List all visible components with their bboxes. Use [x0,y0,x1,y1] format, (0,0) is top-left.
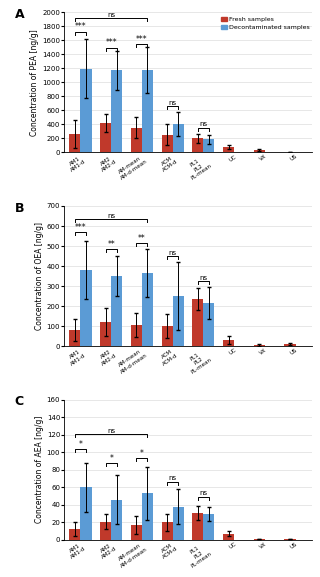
Bar [192,138,204,152]
Text: ns: ns [169,475,177,481]
Bar [192,513,204,540]
Text: ns: ns [199,275,207,280]
Bar [142,273,153,346]
Y-axis label: Concentration of AEA [ng/g]: Concentration of AEA [ng/g] [35,416,44,523]
Text: ***: *** [105,39,117,47]
Bar [100,123,111,152]
Bar [69,133,80,152]
Text: ns: ns [199,121,207,128]
Bar [223,340,234,346]
Bar [69,529,80,540]
Bar [69,330,80,346]
Bar [100,322,111,346]
Text: ns: ns [199,490,207,496]
Legend: Fresh samples, Decontaminated samples: Fresh samples, Decontaminated samples [220,16,311,31]
Bar [162,326,172,346]
Text: ns: ns [107,12,115,18]
Bar [131,525,142,540]
Bar [223,147,234,152]
Text: *: * [109,454,113,463]
Bar [172,123,184,152]
Text: A: A [15,8,25,21]
Text: ns: ns [169,100,177,106]
Text: ns: ns [169,250,177,256]
Bar [142,70,153,152]
Bar [254,344,265,346]
Bar [111,70,122,152]
Bar [162,522,172,540]
Bar [204,514,214,540]
Text: **: ** [138,234,146,243]
Text: C: C [15,395,24,409]
Bar [80,69,92,152]
Bar [131,325,142,346]
Bar [192,299,204,346]
Bar [284,539,296,540]
Y-axis label: Concentration of PEA [ng/g]: Concentration of PEA [ng/g] [30,29,39,136]
Bar [80,270,92,346]
Bar [254,539,265,540]
Bar [100,522,111,540]
Bar [254,150,265,152]
Bar [284,344,296,346]
Text: B: B [15,202,24,215]
Text: *: * [78,440,82,449]
Text: ***: *** [75,223,86,231]
Text: ***: *** [75,23,86,31]
Bar [111,500,122,540]
Y-axis label: Concentration of OEA [ng/g]: Concentration of OEA [ng/g] [35,222,44,330]
Bar [204,140,214,152]
Bar [142,493,153,540]
Bar [162,135,172,152]
Text: **: ** [107,240,115,249]
Bar [204,303,214,346]
Bar [223,534,234,540]
Text: ns: ns [107,428,115,434]
Text: ns: ns [107,213,115,219]
Bar [80,488,92,540]
Text: *: * [140,449,144,458]
Bar [111,276,122,346]
Bar [131,128,142,152]
Bar [172,296,184,346]
Bar [172,507,184,540]
Text: ***: *** [136,35,148,44]
